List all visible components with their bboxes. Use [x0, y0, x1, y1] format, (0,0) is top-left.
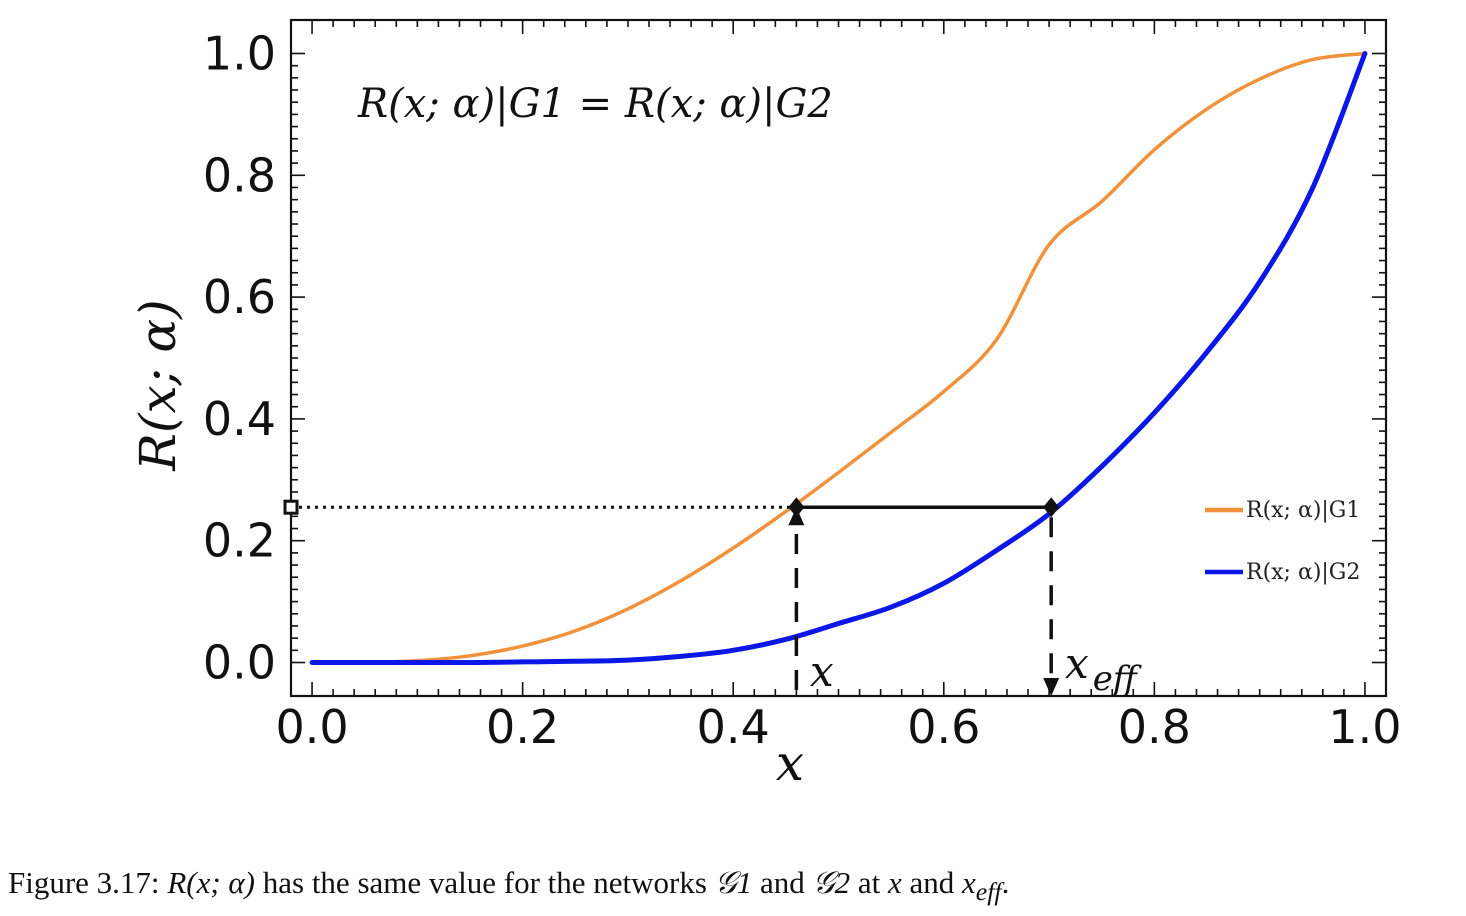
x-eff-down-arrowhead — [1043, 678, 1060, 696]
y-tick-labels: 0.0 0.2 0.4 0.6 0.8 1.0 — [203, 26, 276, 689]
y-axis-label: R(x; α) — [129, 299, 187, 471]
caption-at: at — [857, 865, 881, 900]
figure-caption: Figure 3.17: R(x; α) has the same value … — [8, 865, 1458, 907]
y-tick-label: 0.2 — [203, 514, 276, 568]
y-tick-label: 0.6 — [203, 270, 276, 324]
x-tick-label: 1.0 — [1328, 700, 1401, 754]
caption-middle-text: has the same value for the networks — [262, 865, 707, 900]
legend-label: R(x; α)|G2 — [1246, 560, 1360, 585]
y-tick-label: 0.4 — [203, 392, 276, 446]
legend-item-g2: R(x; α)|G2 — [1205, 560, 1360, 585]
legend: R(x; α)|G1 R(x; α)|G2 — [1205, 498, 1360, 585]
equality-annotation: R(x; α)|G1 = R(x; α)|G2 — [357, 81, 833, 127]
x-tick-label: 0.6 — [907, 700, 980, 754]
major-ticks — [291, 20, 1386, 696]
annotation-lines — [291, 505, 1053, 690]
x-tick-label: 0.4 — [697, 700, 770, 754]
x-tick-labels: 0.0 0.2 0.4 0.6 0.8 1.0 — [275, 700, 1401, 754]
legend-item-g1: R(x; α)|G1 — [1205, 498, 1360, 523]
legend-label: R(x; α)|G1 — [1246, 498, 1360, 523]
x-marker-label: x — [810, 647, 834, 696]
x-up-arrowhead — [788, 507, 805, 526]
x-tick-label: 0.8 — [1118, 700, 1191, 754]
series-curves — [309, 51, 1368, 666]
x-tick-label: 0.2 — [486, 700, 559, 754]
minor-ticks — [291, 20, 1386, 696]
x-axis-label: x — [776, 734, 804, 792]
caption-x-eff-base: x — [962, 865, 976, 900]
x-eff-marker-label: x eff — [1065, 639, 1142, 699]
series-g1-curve — [310, 51, 1367, 665]
caption-network-2: 𝒢2 — [812, 865, 851, 900]
level-square-marker — [283, 499, 299, 515]
x-eff-marker-subscript: eff — [1093, 659, 1142, 699]
x-tick-label: 0.0 — [275, 700, 348, 754]
y-tick-label: 0.0 — [203, 636, 276, 690]
x-eff-diamond-marker — [1043, 497, 1060, 518]
annotation-markers — [283, 497, 1060, 696]
series-g2-curve — [309, 51, 1368, 666]
x-eff-marker-base: x — [1065, 639, 1089, 688]
caption-x-eff-subscript: eff — [975, 877, 1002, 907]
caption-x-eff: xeff — [962, 865, 1002, 906]
caption-and-2: and — [909, 865, 955, 900]
caption-x: x — [887, 865, 902, 900]
y-tick-label: 0.8 — [203, 148, 276, 202]
caption-network-1: 𝒢1 — [714, 865, 753, 900]
caption-prefix: Figure 3.17: — [8, 865, 160, 900]
y-tick-label: 1.0 — [203, 26, 276, 80]
caption-r-expression: R(x; α) — [167, 865, 255, 900]
caption-end: . — [1001, 865, 1010, 900]
caption-and-1: and — [760, 865, 805, 900]
